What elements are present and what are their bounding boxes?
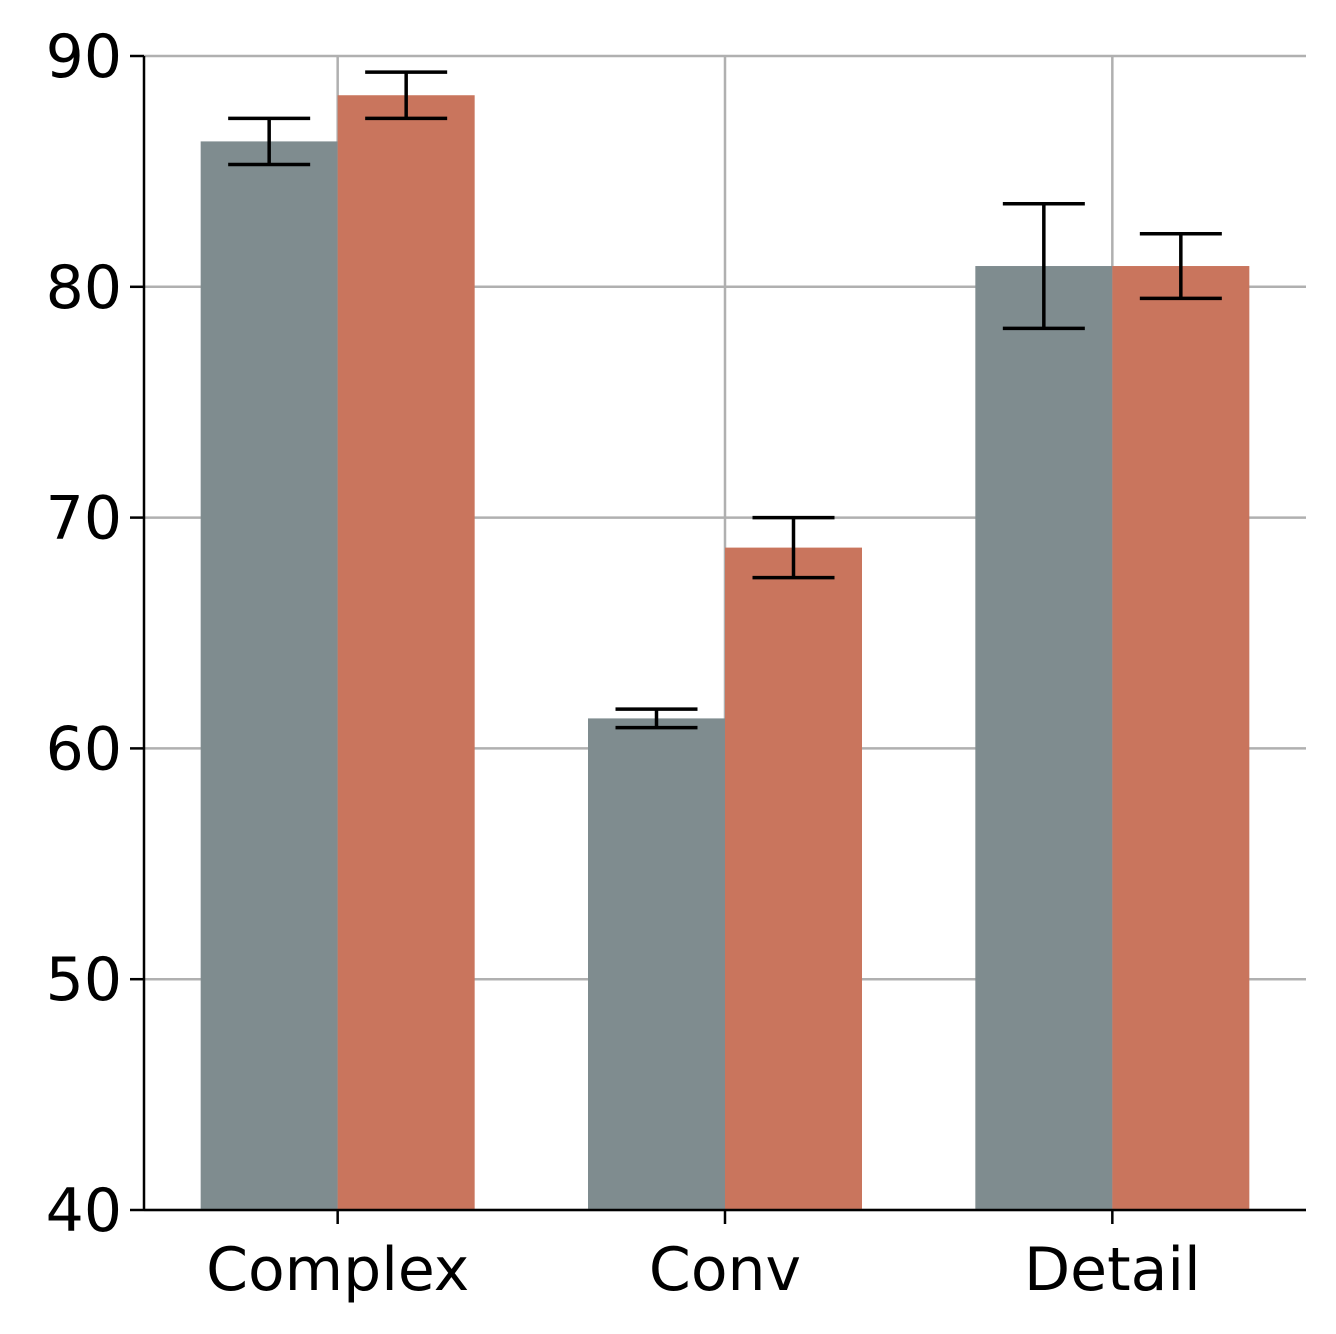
- bar-conv-series-2: [725, 547, 862, 1210]
- x-tick-label-complex: Complex: [206, 1235, 469, 1305]
- y-tick-label: 50: [46, 945, 122, 1015]
- error-bar-detail-series-2: [1139, 231, 1222, 301]
- bar-detail-series-2: [1112, 266, 1250, 1210]
- error-bar-conv-series-1: [615, 707, 698, 730]
- x-tick-label-detail: Detail: [1024, 1235, 1201, 1305]
- bar-detail-series-1: [975, 266, 1113, 1210]
- error-bar-complex-series-1: [228, 116, 311, 167]
- bar-complex-series-2: [337, 95, 475, 1211]
- error-bar-complex-series-2: [365, 70, 448, 121]
- x-tick-labels: Complex Conv Detail: [206, 1235, 1201, 1305]
- y-tick-label: 80: [46, 253, 122, 323]
- x-tick-label-conv: Conv: [649, 1235, 801, 1305]
- error-bar-conv-series-2: [752, 515, 835, 580]
- y-tick-label: 70: [46, 484, 122, 554]
- error-bar-detail-series-1: [1002, 201, 1085, 331]
- y-tick-labels: 40 50 60 70 80 90: [46, 22, 122, 1246]
- bars: [200, 95, 1250, 1211]
- bar-complex-series-1: [200, 141, 338, 1210]
- bar-conv-series-1: [588, 718, 725, 1210]
- error-bars: [228, 70, 1222, 730]
- y-tick-label: 40: [46, 1176, 122, 1246]
- y-tick-label: 90: [46, 22, 122, 92]
- axes: [130, 54, 1306, 1224]
- y-tick-label: 60: [46, 714, 122, 784]
